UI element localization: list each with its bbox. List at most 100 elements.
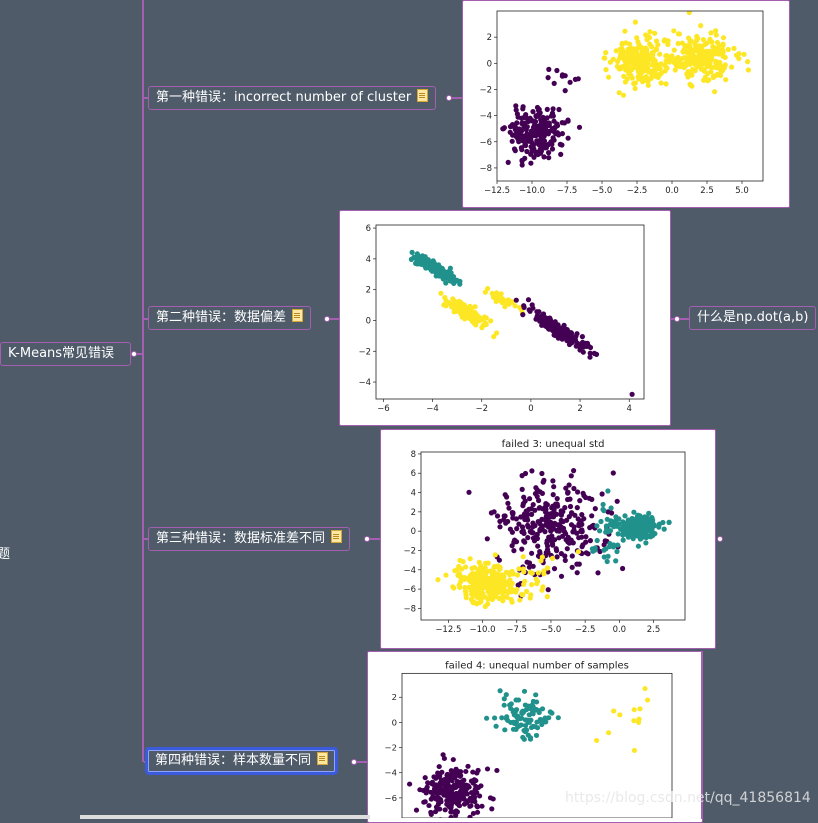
y-tick-label: −4 [358, 378, 371, 388]
data-point [464, 800, 470, 806]
branch-node-2[interactable]: 第二种错误：数据偏差 [148, 306, 312, 330]
data-point [539, 133, 545, 139]
data-point [537, 528, 543, 534]
note-icon[interactable] [292, 309, 304, 322]
data-point [524, 588, 530, 594]
data-point [458, 769, 464, 775]
data-point [483, 580, 489, 586]
data-point [501, 702, 507, 708]
data-point [431, 786, 438, 792]
data-point [471, 588, 477, 594]
data-point [642, 686, 648, 692]
data-point [745, 67, 751, 73]
data-point [629, 391, 635, 397]
data-point [683, 62, 689, 68]
scatter-points [408, 249, 635, 397]
data-point [513, 726, 519, 732]
data-point [631, 718, 637, 724]
data-point [605, 529, 611, 535]
data-point [549, 146, 556, 152]
data-point [517, 597, 523, 603]
data-point [480, 569, 486, 575]
data-point [507, 129, 513, 135]
data-point [518, 722, 524, 728]
plot-image-3[interactable]: failed 3: unequal std −12.5 −10.0 −7.5 −5.0 −… [380, 429, 716, 649]
image-collapse-dot[interactable] [717, 536, 723, 542]
data-point [488, 576, 494, 582]
branch-dot-3[interactable] [364, 536, 370, 542]
data-point [558, 151, 564, 157]
data-point [504, 494, 510, 500]
data-point [589, 513, 595, 519]
data-point [532, 724, 538, 730]
data-point [456, 571, 462, 577]
plot-image-4[interactable]: failed 4: unequal number of samples −6 −4 −… [367, 651, 703, 823]
data-point [567, 79, 573, 85]
data-point [556, 535, 562, 541]
data-point [461, 302, 467, 308]
data-point [539, 554, 545, 560]
data-point [470, 780, 476, 786]
data-point [477, 793, 483, 799]
child-collapse-dot[interactable] [674, 316, 680, 322]
plot-image-1[interactable]: −12.5 −10.0 −7.5 −5.0 −2.5 0.0 2.5 5.0 −8 −6 −4 −2 0… [462, 0, 790, 208]
y-tick-label: −8 [403, 604, 416, 614]
data-point [472, 304, 478, 310]
watermark: https://blog.csdn.net/qq_41856814 [565, 790, 811, 806]
data-point [661, 38, 667, 44]
branch-connector-3 [144, 538, 149, 540]
data-point [479, 325, 485, 331]
data-point [581, 493, 587, 499]
data-point [441, 302, 447, 308]
side-label: 题 [0, 547, 11, 562]
data-point [597, 548, 603, 555]
data-point [542, 322, 548, 328]
data-point [521, 530, 527, 536]
data-point [521, 736, 527, 742]
bottom-scrollbar[interactable] [80, 815, 370, 819]
branch-dot-4[interactable] [351, 759, 357, 765]
data-point [554, 496, 560, 502]
data-point [536, 309, 542, 315]
data-point [692, 41, 698, 47]
data-point [644, 49, 650, 55]
x-tick-label: −5.0 [592, 186, 613, 196]
data-point [707, 36, 713, 42]
data-point [478, 783, 484, 789]
data-point [485, 560, 491, 566]
data-point [458, 791, 464, 797]
plot-image-2[interactable]: −6 −4 −2 0 2 4 −4 −2 0 2 4 6 [339, 210, 671, 426]
data-point [545, 511, 551, 517]
data-point [712, 64, 718, 70]
branch-dot-1[interactable] [446, 95, 452, 101]
branch-node-1[interactable]: 第一种错误：incorrect number of cluster [148, 86, 437, 110]
data-point [619, 46, 625, 52]
note-icon[interactable] [317, 752, 329, 765]
root-node[interactable]: K-Means常见错误 [0, 342, 131, 366]
child-node-npdot[interactable]: 什么是np.dot(a,b) [689, 306, 817, 330]
data-point [467, 305, 473, 311]
branch-node-4[interactable]: 第四种错误：样本数量不同 [145, 747, 339, 775]
data-point [656, 524, 662, 530]
data-point [499, 299, 505, 306]
data-point [564, 517, 570, 523]
data-point [554, 501, 560, 507]
data-point [615, 542, 621, 548]
branch-connector-2 [144, 318, 149, 320]
data-point [509, 510, 516, 516]
root-collapse-dot[interactable] [131, 351, 137, 357]
data-point [536, 497, 542, 504]
branch-dot-2[interactable] [324, 316, 330, 322]
note-icon[interactable] [331, 530, 343, 543]
data-point [534, 313, 540, 319]
data-point [675, 40, 681, 47]
note-icon[interactable] [417, 89, 429, 102]
data-point [607, 59, 613, 65]
data-point [538, 313, 544, 319]
data-point [562, 557, 568, 563]
data-point [492, 593, 498, 599]
data-point [546, 66, 552, 72]
branch-node-3[interactable]: 第三种错误：数据标准差不同 [148, 527, 351, 551]
data-point [449, 278, 455, 284]
data-point [592, 506, 598, 512]
